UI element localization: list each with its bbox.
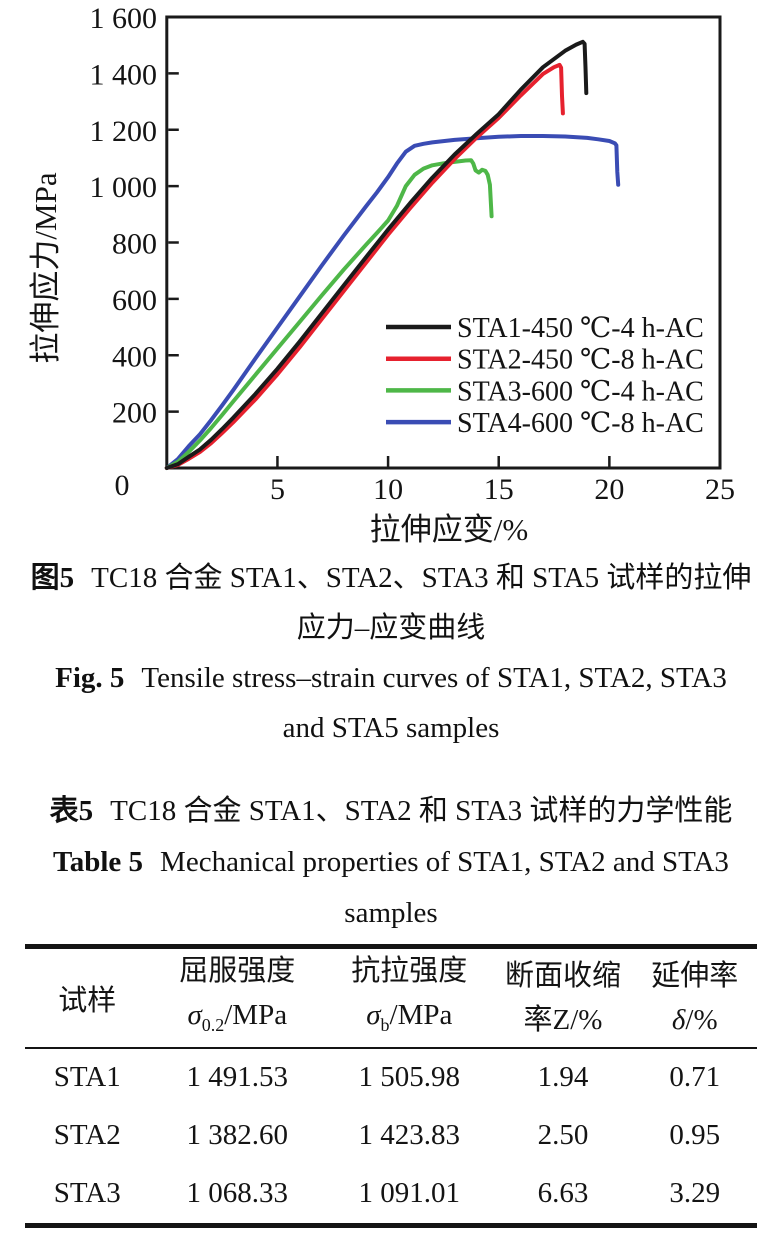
table-header-row: 试样 屈服强度 σ0.2/MPa 抗拉强度 σb/MPa 断面收缩 率Z/% 延… — [25, 947, 757, 1048]
y-axis-label: 拉伸应力/MPa — [28, 172, 63, 363]
table-caption: 表5 TC18 合金 STA1、STA2 和 STA3 试样的力学性能 Table… — [0, 786, 782, 939]
stress-strain-chart: 0 5 10 15 20 25 200 400 600 800 1 000 1 200 1 400 1 6… — [28, 2, 735, 547]
cell-elongation: 0.95 — [669, 1119, 721, 1152]
y-tick-label: 400 — [112, 340, 157, 373]
legend-item-STA4: STA4-600 ℃-8 h-AC — [386, 408, 704, 439]
table-row: STA2 1 382.60 1 423.83 2.50 0.95 — [25, 1107, 757, 1165]
curve-STA1 — [164, 39, 589, 470]
cell-elongation: 3.29 — [669, 1177, 721, 1210]
x-axis-label: 拉伸应变/% — [370, 512, 528, 547]
header-tensile-strength: 抗拉强度 σb/MPa — [351, 955, 468, 1035]
x-tick-label: 5 — [270, 473, 285, 506]
x-tick-label: 10 — [373, 473, 403, 506]
table-caption-en-line1: Table 5 Mechanical properties of STA1, ST… — [0, 837, 782, 888]
cell-sample: STA2 — [53, 1119, 121, 1152]
figure-caption-en-text: Tensile stress–strain curves of STA1, ST… — [141, 662, 727, 694]
curve-STA3 — [164, 158, 494, 470]
table-number-zh: 表5 — [49, 795, 94, 827]
cell-uts: 1 091.01 — [358, 1177, 461, 1210]
legend-item-STA1: STA1-450 ℃-4 h-AC — [386, 313, 704, 344]
table-number-en: Table 5 — [53, 846, 144, 878]
x-tick-label: 20 — [594, 473, 624, 506]
cell-ra: 6.63 — [537, 1177, 589, 1210]
curve-STA2 — [164, 62, 565, 470]
legend-label-STA2: STA2-450 ℃-8 h-AC — [457, 345, 704, 376]
y-tick-label: 1 600 — [90, 2, 158, 35]
x-tick-label: 15 — [484, 473, 514, 506]
x-tick-label: 25 — [705, 473, 735, 506]
legend-label-STA4: STA4-600 ℃-8 h-AC — [457, 408, 704, 439]
y-tick-label: 1 000 — [90, 171, 158, 204]
header-yield-strength: 屈服强度 σ0.2/MPa — [179, 955, 296, 1035]
figure-caption-zh-line1: 图5 TC18 合金 STA1、STA2、STA3 和 STA5 试样的拉伸 — [0, 553, 782, 603]
figure-caption-zh-text: TC18 合金 STA1、STA2、STA3 和 STA5 试样的拉伸 — [91, 562, 752, 594]
y-tick-label: 1 200 — [90, 115, 158, 148]
y-tick-label: 600 — [112, 284, 157, 317]
cell-ra: 2.50 — [537, 1119, 589, 1152]
table-caption-zh-text: TC18 合金 STA1、STA2 和 STA3 试样的力学性能 — [110, 795, 733, 827]
cell-ra: 1.94 — [537, 1061, 589, 1094]
cell-uts: 1 505.98 — [358, 1061, 461, 1094]
mechanical-properties-table: 试样 屈服强度 σ0.2/MPa 抗拉强度 σb/MPa 断面收缩 率Z/% 延… — [25, 944, 757, 1228]
figure-number-en: Fig. 5 — [55, 662, 125, 694]
plot-frame — [165, 15, 722, 470]
table-row: STA3 1 068.33 1 091.01 6.63 3.29 — [25, 1165, 757, 1226]
header-elongation: 延伸率 δ/% — [651, 959, 739, 1036]
table-row: STA1 1 491.53 1 505.98 1.94 0.71 — [25, 1048, 757, 1107]
cell-elongation: 0.71 — [669, 1061, 721, 1094]
figure-caption-en-line2: and STA5 samples — [282, 712, 500, 744]
x-tick-label: 0 — [115, 469, 130, 502]
cell-sample: STA1 — [53, 1061, 121, 1094]
figure-caption-zh-line2: 应力–应变曲线 — [296, 612, 486, 644]
cell-yield: 1 491.53 — [186, 1061, 289, 1094]
figure-caption-en-line1: Fig. 5 Tensile stress–strain curves of ST… — [0, 653, 782, 703]
y-tick-label: 1 400 — [90, 58, 158, 91]
legend-label-STA3: STA3-600 ℃-4 h-AC — [457, 376, 704, 407]
legend-item-STA2: STA2-450 ℃-8 h-AC — [386, 345, 704, 376]
figure-number-zh: 图5 — [30, 562, 75, 594]
y-tick-label: 200 — [112, 397, 157, 430]
figure-caption: 图5 TC18 合金 STA1、STA2、STA3 和 STA5 试样的拉伸 应力… — [0, 553, 782, 753]
table-caption-zh: 表5 TC18 合金 STA1、STA2 和 STA3 试样的力学性能 — [0, 786, 782, 837]
cell-yield: 1 068.33 — [186, 1177, 289, 1210]
cell-sample: STA3 — [53, 1177, 121, 1210]
cell-uts: 1 423.83 — [358, 1119, 461, 1152]
table-caption-en-line2: samples — [344, 897, 438, 929]
legend-item-STA3: STA3-600 ℃-4 h-AC — [386, 376, 704, 407]
header-sample: 试样 — [58, 984, 117, 1017]
y-tick-label: 800 — [112, 228, 157, 261]
legend-label-STA1: STA1-450 ℃-4 h-AC — [457, 313, 704, 344]
curve-STA4 — [164, 134, 621, 470]
table-caption-en-text: Mechanical properties of STA1, STA2 and … — [160, 846, 729, 878]
cell-yield: 1 382.60 — [186, 1119, 289, 1152]
header-reduction-of-area: 断面收缩 率Z/% — [505, 959, 622, 1036]
